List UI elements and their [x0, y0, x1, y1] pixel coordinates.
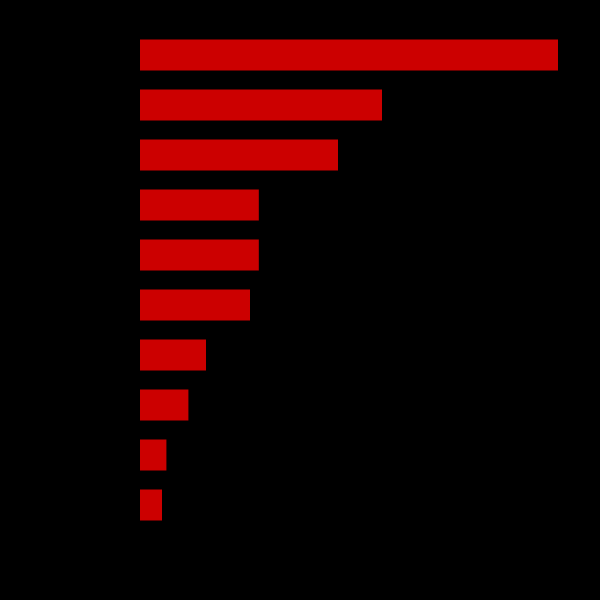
bar [140, 90, 382, 121]
bar [140, 40, 558, 71]
bar [140, 340, 206, 371]
bar [140, 240, 259, 271]
bar [140, 490, 162, 521]
bar [140, 440, 166, 471]
bar [140, 390, 188, 421]
bar [140, 290, 250, 321]
bar [140, 140, 338, 171]
bar [140, 190, 259, 221]
horizontal-bar-chart [0, 0, 600, 600]
